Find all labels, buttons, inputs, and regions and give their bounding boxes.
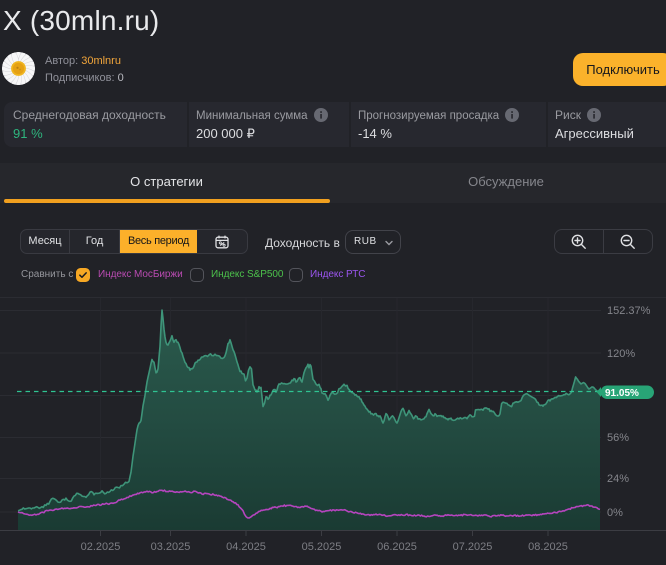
- svg-text:0%: 0%: [607, 507, 623, 519]
- svg-text:24%: 24%: [607, 473, 629, 485]
- svg-text:91.05%: 91.05%: [605, 388, 639, 399]
- svg-text:152.37%: 152.37%: [607, 305, 651, 317]
- svg-text:05.2025: 05.2025: [302, 541, 342, 553]
- svg-text:08.2025: 08.2025: [528, 541, 568, 553]
- svg-text:03.2025: 03.2025: [151, 541, 191, 553]
- svg-text:04.2025: 04.2025: [226, 541, 266, 553]
- svg-text:07.2025: 07.2025: [453, 541, 493, 553]
- svg-text:120%: 120%: [607, 348, 635, 360]
- svg-text:06.2025: 06.2025: [377, 541, 417, 553]
- svg-text:02.2025: 02.2025: [81, 541, 121, 553]
- svg-text:56%: 56%: [607, 432, 629, 444]
